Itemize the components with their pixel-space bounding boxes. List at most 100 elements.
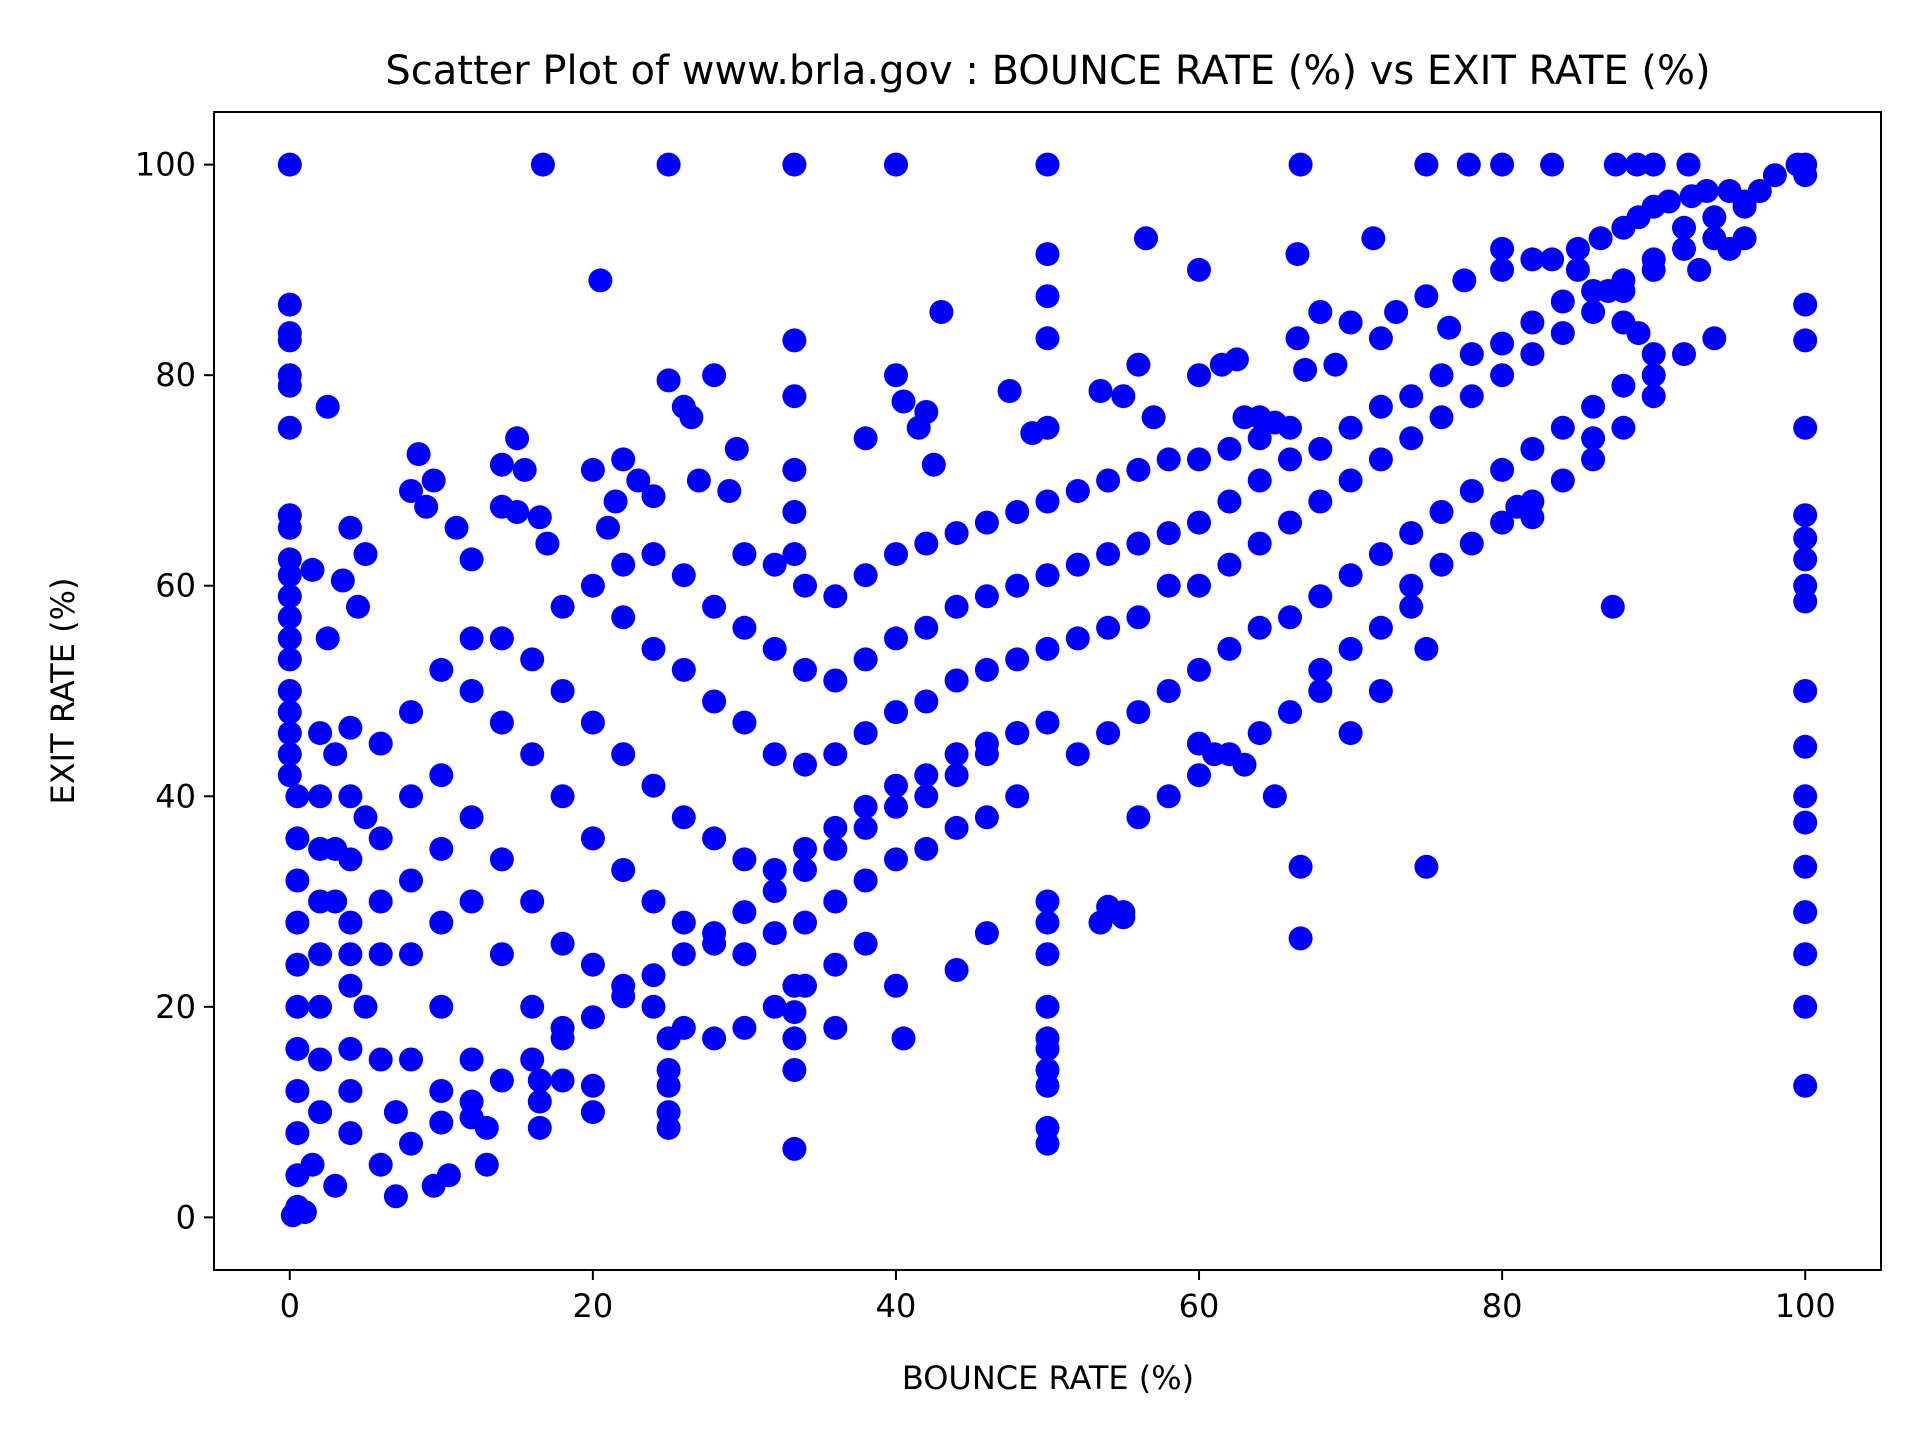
- data-point: [1285, 326, 1310, 351]
- y-tick-label: 20: [155, 988, 196, 1026]
- data-point: [459, 805, 484, 830]
- data-point: [1035, 1073, 1060, 1098]
- data-point: [884, 152, 908, 177]
- data-point: [1459, 479, 1484, 503]
- data-point: [580, 1005, 605, 1030]
- data-point: [399, 942, 423, 967]
- data-point: [1308, 489, 1333, 514]
- data-point: [782, 152, 807, 177]
- data-point: [489, 626, 514, 651]
- data-point: [702, 689, 727, 714]
- data-point: [459, 547, 484, 572]
- data-point: [1490, 331, 1515, 356]
- data-point: [1278, 510, 1302, 535]
- data-point: [1437, 315, 1462, 340]
- data-point: [762, 921, 787, 946]
- data-point: [793, 858, 817, 882]
- y-tick-label: 0: [176, 1198, 196, 1236]
- data-point: [1035, 242, 1060, 267]
- data-point: [323, 742, 348, 767]
- data-point: [580, 1073, 605, 1098]
- data-point: [1187, 573, 1211, 598]
- data-point: [1429, 500, 1454, 524]
- data-point: [1414, 152, 1439, 177]
- data-point: [1540, 247, 1565, 272]
- data-point: [406, 442, 431, 467]
- data-point: [1581, 426, 1606, 451]
- data-point: [277, 415, 302, 440]
- data-point: [782, 328, 807, 353]
- y-tick-label: 80: [155, 356, 196, 394]
- data-point: [1156, 447, 1181, 472]
- data-point: [884, 542, 908, 567]
- data-point: [1288, 152, 1313, 177]
- data-point: [1520, 310, 1545, 335]
- data-point: [641, 636, 666, 661]
- data-point: [853, 426, 878, 451]
- data-point: [1368, 394, 1393, 419]
- data-point: [929, 300, 954, 324]
- data-point: [1156, 679, 1181, 703]
- data-point: [308, 784, 333, 809]
- data-point: [580, 457, 605, 482]
- data-point: [550, 679, 575, 703]
- data-point: [793, 973, 817, 998]
- data-point: [1793, 784, 1818, 809]
- data-point: [368, 1047, 393, 1072]
- data-point: [853, 721, 878, 746]
- data-point: [550, 594, 575, 619]
- data-point: [277, 679, 302, 703]
- data-point: [1641, 152, 1666, 177]
- data-point: [1156, 521, 1181, 546]
- data-point: [520, 889, 545, 914]
- data-point: [368, 1152, 393, 1177]
- data-point: [671, 942, 696, 967]
- data-point: [914, 531, 939, 556]
- data-point: [346, 594, 370, 619]
- data-point: [1247, 426, 1272, 451]
- data-point: [1641, 247, 1666, 272]
- data-point: [823, 668, 848, 693]
- y-axis-label: EXIT RATE (%): [44, 578, 82, 805]
- data-point: [277, 373, 302, 398]
- data-point: [285, 868, 310, 893]
- data-point: [1747, 179, 1772, 203]
- data-point: [338, 515, 363, 540]
- data-point: [1224, 347, 1249, 372]
- data-point: [853, 563, 878, 588]
- data-point: [914, 400, 939, 424]
- data-point: [596, 515, 620, 540]
- data-point: [944, 958, 969, 982]
- data-point: [489, 710, 514, 735]
- data-point: [1035, 1131, 1060, 1156]
- data-point: [679, 405, 704, 430]
- data-point: [1490, 152, 1515, 177]
- data-point: [762, 552, 787, 577]
- data-point: [1368, 679, 1393, 703]
- data-point: [626, 468, 651, 493]
- data-point: [1732, 194, 1757, 219]
- data-point: [421, 1173, 446, 1198]
- data-point: [884, 773, 908, 798]
- data-point: [338, 847, 363, 872]
- data-point: [315, 394, 340, 419]
- data-point: [944, 668, 969, 693]
- data-point: [702, 594, 727, 619]
- data-point: [489, 452, 514, 477]
- data-point: [300, 1152, 325, 1177]
- data-point: [1384, 300, 1409, 324]
- data-point: [580, 826, 605, 851]
- data-point: [1581, 300, 1606, 324]
- data-point: [338, 1121, 363, 1146]
- data-point: [338, 973, 363, 998]
- data-point: [429, 657, 454, 682]
- data-point: [285, 784, 310, 809]
- data-point: [1490, 236, 1515, 261]
- data-point: [520, 1047, 545, 1072]
- data-point: [285, 1121, 310, 1146]
- data-point: [1399, 384, 1424, 409]
- data-point: [277, 152, 302, 177]
- data-point: [489, 1068, 514, 1093]
- data-point: [1285, 242, 1310, 267]
- data-point: [1368, 326, 1393, 351]
